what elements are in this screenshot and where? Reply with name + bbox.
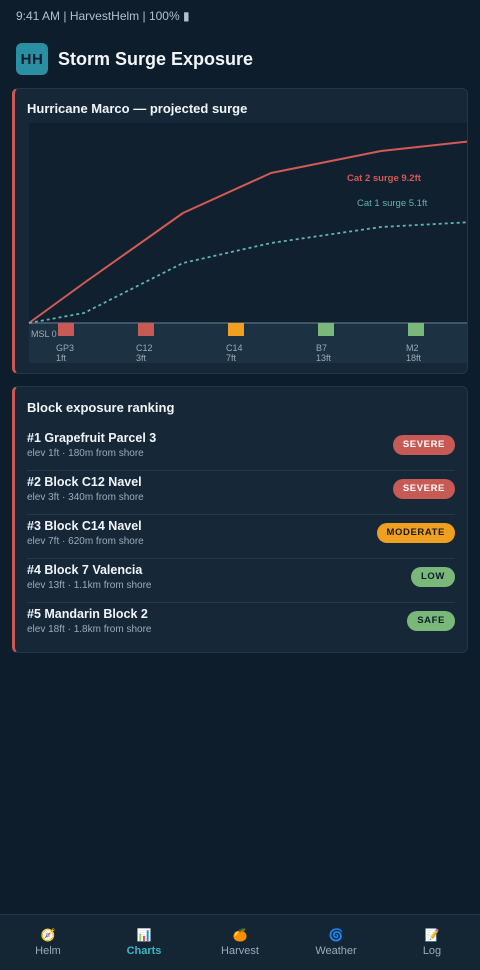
ranking-row[interactable]: #2 Block C12 Navel elev 3ft · 340m from s… bbox=[27, 471, 455, 515]
nav-item-helm[interactable]: 🧭 Helm bbox=[0, 915, 96, 970]
ranking-row[interactable]: #1 Grapefruit Parcel 3 elev 1ft · 180m fr… bbox=[27, 427, 455, 471]
exposure-badge: MODERATE bbox=[376, 523, 455, 543]
nav-item-harvest[interactable]: 🍊 Harvest bbox=[192, 915, 288, 970]
block-marker-c14 bbox=[228, 323, 244, 336]
compass-icon: 🧭 bbox=[40, 928, 56, 942]
block-marker-b7 bbox=[318, 323, 334, 336]
block-elevation-b7: 13ft bbox=[316, 353, 332, 363]
cat2-surge-label: Cat 2 surge 9.2ft bbox=[347, 173, 422, 184]
ranking-row[interactable]: #4 Block 7 Valencia elev 13ft · 1.1km fro… bbox=[27, 559, 455, 603]
exposure-badge: LOW bbox=[411, 567, 455, 587]
ranking-block-detail: elev 13ft · 1.1km from shore bbox=[27, 580, 152, 591]
page-title: Storm Surge Exposure bbox=[58, 48, 254, 69]
nav-item-label: Charts bbox=[126, 945, 162, 957]
nav-item-label: Helm bbox=[35, 945, 61, 957]
plot-area bbox=[29, 123, 467, 323]
block-marker-m2 bbox=[408, 323, 424, 336]
ranking-block-detail: elev 18ft · 1.8km from shore bbox=[27, 624, 152, 635]
ranking-block-detail: elev 7ft · 620m from shore bbox=[27, 536, 144, 547]
exposure-badge: SEVERE bbox=[392, 479, 455, 499]
ranking-list: #1 Grapefruit Parcel 3 elev 1ft · 180m fr… bbox=[27, 427, 455, 647]
ranking-block-detail: elev 3ft · 340m from shore bbox=[27, 492, 144, 503]
ranking-row[interactable]: #5 Mandarin Block 2 elev 18ft · 1.8km fro… bbox=[27, 603, 455, 647]
nav-item-charts[interactable]: 📊 Charts bbox=[96, 915, 192, 970]
surge-chart: MSL 0 Cat 2 surge 9.2ft Cat 1 surge 5.1ft G… bbox=[28, 123, 467, 363]
nav-item-weather[interactable]: 🌀 Weather bbox=[288, 915, 384, 970]
surge-chart-card: Hurricane Marco — projected surge MSL 0 C… bbox=[12, 88, 468, 374]
orange-icon: 🍊 bbox=[232, 928, 248, 942]
cat1-surge-line bbox=[28, 221, 467, 324]
ranking-block-name: #4 Block 7 Valencia bbox=[27, 563, 143, 577]
app-header: HH Storm Surge Exposure bbox=[16, 43, 253, 75]
exposure-badge: SEVERE bbox=[392, 435, 455, 455]
block-code-gp3: GP3 bbox=[56, 343, 74, 353]
ranking-block-name: #5 Mandarin Block 2 bbox=[27, 607, 148, 621]
ranking-title: Block exposure ranking bbox=[27, 400, 175, 415]
ranking-block-detail: elev 1ft · 180m from shore bbox=[27, 448, 144, 459]
exposure-badge: SAFE bbox=[407, 611, 455, 631]
bottom-nav: 🧭 Helm 📊 Charts 🍊 Harvest 🌀 Weather 📝 Log bbox=[0, 914, 480, 970]
nav-item-log[interactable]: 📝 Log bbox=[384, 915, 480, 970]
bar-chart-icon: 📊 bbox=[136, 928, 152, 942]
block-elevation-m2: 18ft bbox=[406, 353, 422, 363]
baseline-label: MSL 0 bbox=[31, 329, 57, 339]
nav-item-label: Weather bbox=[315, 945, 357, 957]
ranking-row[interactable]: #3 Block C14 Navel elev 7ft · 620m from s… bbox=[27, 515, 455, 559]
ranking-block-name: #2 Block C12 Navel bbox=[27, 475, 142, 489]
nav-item-label: Harvest bbox=[221, 945, 259, 957]
nav-item-label: Log bbox=[422, 945, 442, 957]
block-code-c12: C12 bbox=[136, 343, 153, 353]
exposure-ranking-card: Block exposure ranking #1 Grapefruit Par… bbox=[12, 386, 468, 653]
cyclone-icon: 🌀 bbox=[328, 928, 344, 942]
ranking-block-name: #3 Block C14 Navel bbox=[27, 519, 142, 533]
ranking-block-name: #1 Grapefruit Parcel 3 bbox=[27, 431, 157, 445]
block-code-c14: C14 bbox=[226, 343, 243, 353]
cat1-surge-label: Cat 1 surge 5.1ft bbox=[357, 198, 428, 209]
block-marker-c12 bbox=[138, 323, 154, 336]
block-elevation-c14: 7ft bbox=[226, 353, 237, 363]
block-elevation-gp3: 1ft bbox=[56, 353, 67, 363]
block-marker-gp3 bbox=[58, 323, 74, 336]
cat2-surge-line bbox=[28, 140, 467, 324]
block-code-m2: M2 bbox=[406, 343, 419, 353]
block-strip bbox=[29, 323, 467, 363]
app-logo: HH bbox=[16, 43, 48, 75]
block-elevation-c12: 3ft bbox=[136, 353, 147, 363]
block-code-b7: B7 bbox=[316, 343, 327, 353]
status-bar: 9:41 AM | HarvestHelm | 100% ▮ bbox=[16, 9, 190, 23]
chart-title: Hurricane Marco — projected surge bbox=[27, 101, 248, 116]
memo-icon: 📝 bbox=[424, 928, 440, 942]
